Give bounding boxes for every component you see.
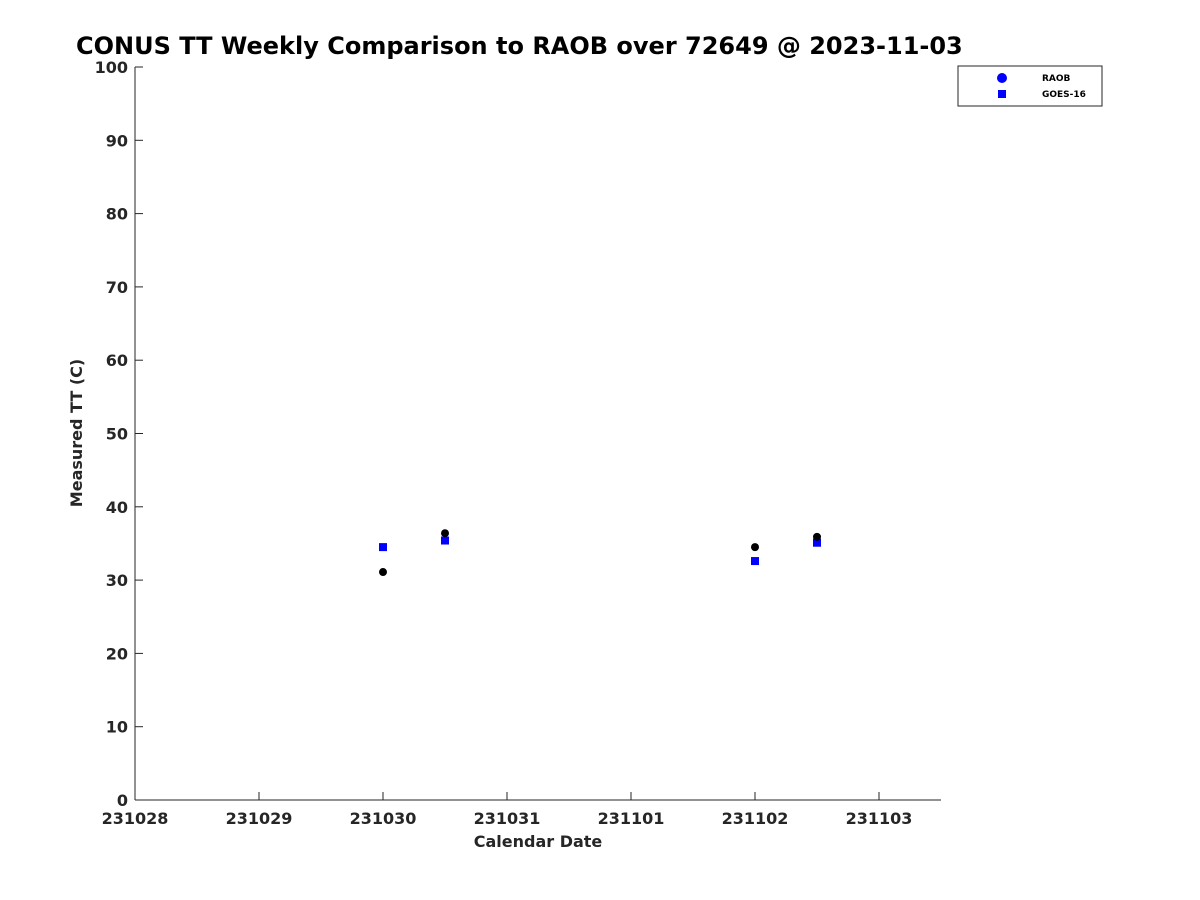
raob-point xyxy=(441,529,449,538)
legend-marker-raob xyxy=(997,73,1007,83)
y-tick-label: 30 xyxy=(106,571,128,590)
y-tick-label: 100 xyxy=(95,58,128,77)
y-tick-label: 40 xyxy=(106,498,128,517)
x-tick-label: 231029 xyxy=(226,809,293,828)
legend-label: RAOB xyxy=(1042,74,1071,84)
goes16-point xyxy=(379,543,387,552)
legend-marker-goes16 xyxy=(998,90,1006,98)
axes: 0 10 20 30 40 50 60 70 80 90 100 231028 231029 231030… xyxy=(95,58,941,828)
y-tick-label: 10 xyxy=(106,718,128,737)
x-tick-label: 231102 xyxy=(722,809,789,828)
legend-box xyxy=(957,65,1103,107)
goes16-point xyxy=(751,557,759,566)
y-tick-label: 20 xyxy=(106,644,128,663)
x-tick-label: 231101 xyxy=(598,809,665,828)
y-tick-label: 60 xyxy=(106,351,128,370)
y-tick-label: 80 xyxy=(106,205,128,224)
y-tick-label: 70 xyxy=(106,278,128,297)
x-tick-label: 231031 xyxy=(474,809,541,828)
y-tick-label: 50 xyxy=(106,425,128,444)
y-tick-label: 90 xyxy=(106,131,128,150)
raob-point xyxy=(751,543,759,552)
raob-point xyxy=(379,568,387,577)
data-points xyxy=(379,529,821,577)
chart-title: CONUS TT Weekly Comparison to RAOB over … xyxy=(76,32,963,60)
x-axis-label: Calendar Date xyxy=(474,832,603,851)
raob-point xyxy=(813,532,821,541)
x-tick-label: 231103 xyxy=(846,809,913,828)
y-tick-label: 0 xyxy=(117,791,128,810)
legend-label: GOES-16 xyxy=(1042,90,1086,100)
x-tick-label: 231030 xyxy=(350,809,417,828)
legend: RAOB GOES-16 xyxy=(957,65,1103,107)
y-axis-label: Measured TT (C) xyxy=(67,359,86,507)
goes16-point xyxy=(813,538,821,547)
goes16-point xyxy=(441,536,449,545)
x-tick-label: 231028 xyxy=(102,809,169,828)
